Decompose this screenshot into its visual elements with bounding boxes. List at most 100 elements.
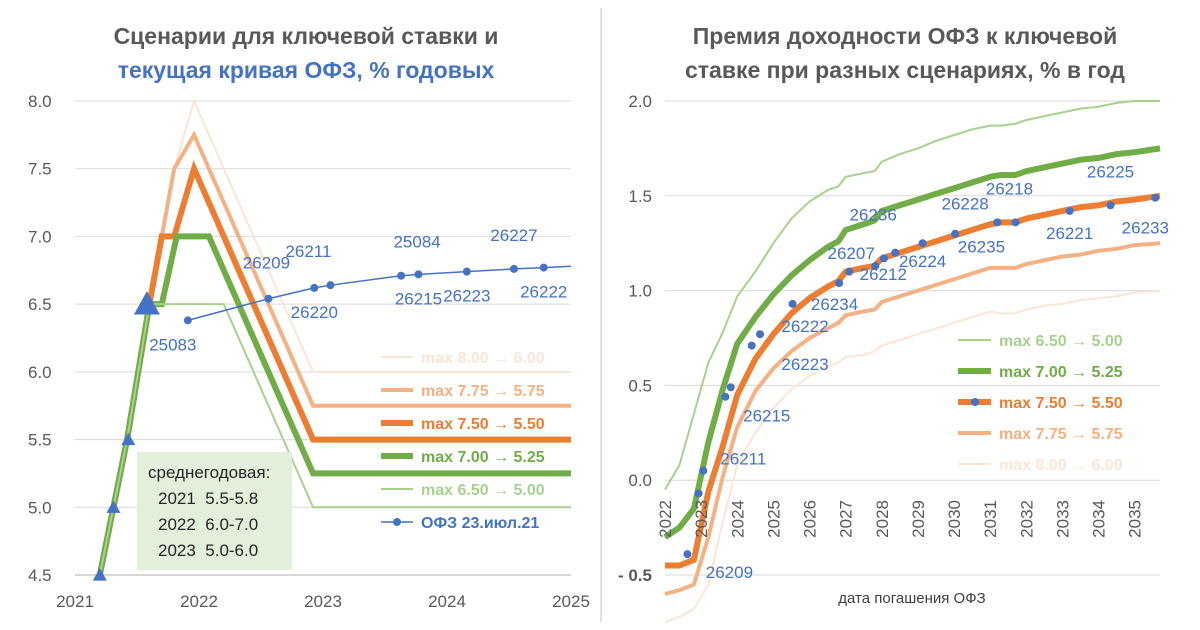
right-legend-marker (971, 398, 979, 406)
right-legend-label: max 7.50 → 5.50 (999, 395, 1123, 412)
right-bond-label: 26222 (781, 317, 828, 336)
average-annotation-line-4: 2023 5.0-6.0 (158, 541, 258, 560)
right-bond-label: 26234 (811, 295, 858, 314)
right-bond-label: 26207 (828, 244, 875, 263)
right-bond-label: 26215 (743, 406, 790, 425)
right-bond-label: 26224 (899, 252, 946, 271)
key-rate-marker (92, 568, 107, 581)
left-bond-marker (397, 271, 406, 280)
left-bond-label: 26215 (395, 289, 442, 308)
left-title-line1: Сценарии для ключевой ставки и (114, 23, 499, 49)
right-legend-label: max 7.00 → 5.25 (999, 364, 1123, 381)
right-y-tick-label: - 0.5 (618, 566, 652, 585)
left-bond-marker (326, 281, 335, 290)
left-legend-label: ОФЗ 23.июл.21 (421, 515, 539, 532)
right-x-tick-label: 2034 (1090, 500, 1109, 538)
left-x-tick-label: 2025 (552, 592, 590, 611)
right-x-tick-label: 2033 (1053, 500, 1072, 538)
right-bond-marker (845, 267, 854, 276)
average-annotation-line-1: среднегодовая: (148, 463, 270, 482)
right-bond-marker (683, 550, 692, 559)
left-bond-label: 26211 (285, 242, 331, 261)
left-y-tick-label: 5.5 (28, 431, 52, 450)
right-bond-marker (951, 229, 960, 238)
right-y-tick-label: 2.0 (628, 92, 652, 111)
left-x-tick-label: 2022 (180, 592, 218, 611)
left-y-tick-label: 4.5 (28, 566, 52, 585)
left-legend: max 8.00 → 6.00 max 7.75 → 5.75 max 7.50 →… (381, 350, 545, 532)
left-legend-label: max 7.00 → 5.25 (421, 449, 545, 466)
left-y-tick-label: 8.0 (28, 92, 52, 111)
left-bond-marker (539, 263, 548, 272)
left-legend-label: max 6.50 → 5.00 (421, 482, 545, 499)
right-bond-marker (726, 383, 735, 392)
right-bond-marker (694, 489, 703, 498)
left-bond-marker (183, 316, 192, 325)
right-x-tick-label: 2022 (656, 500, 675, 538)
right-bond-label: 26223 (781, 355, 828, 374)
left-y-tick-label: 6.0 (28, 363, 52, 382)
right-bond-marker (1065, 206, 1074, 215)
right-legend: max 6.50 → 5.00 max 7.00 → 5.25 max 7.50 →… (958, 333, 1123, 474)
right-bond-marker (1106, 201, 1115, 210)
right-y-tick-label: 0.0 (628, 471, 652, 490)
right-y-tick-label: 1.5 (628, 187, 652, 206)
right-x-tick-label: 2030 (945, 500, 964, 538)
right-bond-marker (747, 341, 756, 350)
right-legend-label: max 6.50 → 5.00 (999, 333, 1123, 350)
left-bond-label: 25083 (149, 335, 196, 354)
left-legend-label: max 8.00 → 6.00 (421, 350, 545, 367)
left-x-tick-label: 2023 (304, 592, 342, 611)
left-y-tick-label: 7.0 (28, 227, 52, 246)
right-bond-label: 26235 (958, 237, 1005, 256)
left-series-lines: 25083 26209 26220 26211 25084 26215 26223 26227… (92, 98, 572, 581)
left-legend-label: max 7.50 → 5.50 (421, 416, 545, 433)
left-bond-marker (509, 264, 518, 273)
right-series-line (664, 100, 1160, 491)
right-title-line1: Премия доходности ОФЗ к ключевой (693, 23, 1117, 49)
right-bond-label: 26211 (720, 450, 766, 469)
key-rate-marker (106, 500, 121, 513)
left-axis-ticks: 4.5 5.0 5.5 6.0 6.5 7.0 7.5 8.0 2021 2022 2023 2024… (28, 92, 590, 611)
right-x-tick-label: 2035 (1126, 500, 1145, 538)
right-x-tick-label: 2027 (837, 500, 856, 538)
right-bond-marker (835, 279, 844, 288)
right-series-line (664, 241, 1161, 596)
right-x-tick-label: 2025 (764, 500, 783, 538)
right-title-line2: ставке при разных сценариях, % в год (685, 57, 1125, 83)
right-bond-marker (891, 248, 900, 257)
key-rate-marker (121, 432, 136, 446)
right-x-tick-label: 2031 (981, 500, 1000, 538)
average-annotation: среднегодовая: 2021 5.5-5.8 2022 6.0-7.0… (137, 452, 292, 570)
right-bond-marker (721, 392, 730, 401)
right-x-tick-label: 2026 (801, 500, 820, 538)
right-bond-marker (756, 330, 765, 339)
left-bond-label: 26220 (291, 303, 338, 322)
left-bond-marker (310, 283, 319, 292)
right-x-tick-label: 2032 (1017, 500, 1036, 538)
right-x-tick-label: 2023 (692, 500, 711, 538)
right-bond-label: 26209 (706, 563, 753, 582)
left-bond-label: 26227 (490, 226, 537, 245)
right-bond-label: 26221 (1046, 224, 1093, 243)
right-bond-marker (788, 299, 797, 308)
right-legend-label: max 7.75 → 5.75 (999, 426, 1123, 443)
right-x-axis-label: дата погашения ОФЗ (838, 590, 985, 607)
left-bond-label: 26209 (243, 254, 290, 273)
left-title-line2: текущая кривая ОФЗ, % годовых (118, 57, 495, 83)
left-bond-marker (264, 294, 273, 303)
left-bond-label: 26223 (443, 287, 490, 306)
right-y-tick-label: 1.0 (628, 282, 652, 301)
right-x-tick-label: 2029 (909, 500, 928, 538)
right-x-tick-label: 2028 (873, 500, 892, 538)
right-bond-label: 26225 (1087, 162, 1134, 181)
left-y-tick-label: 5.0 (28, 498, 52, 517)
left-bond-label: 26222 (520, 283, 567, 302)
right-bond-label: 26228 (941, 195, 988, 214)
left-series-line (187, 265, 572, 322)
left-legend-marker (393, 518, 401, 526)
average-annotation-line-3: 2022 6.0-7.0 (158, 515, 258, 534)
right-bond-marker (1011, 218, 1020, 227)
right-series-line (664, 289, 1161, 624)
right-series-lines: 26209 26211 26215 26223 26222 26234 26207 26212… (663, 100, 1169, 624)
